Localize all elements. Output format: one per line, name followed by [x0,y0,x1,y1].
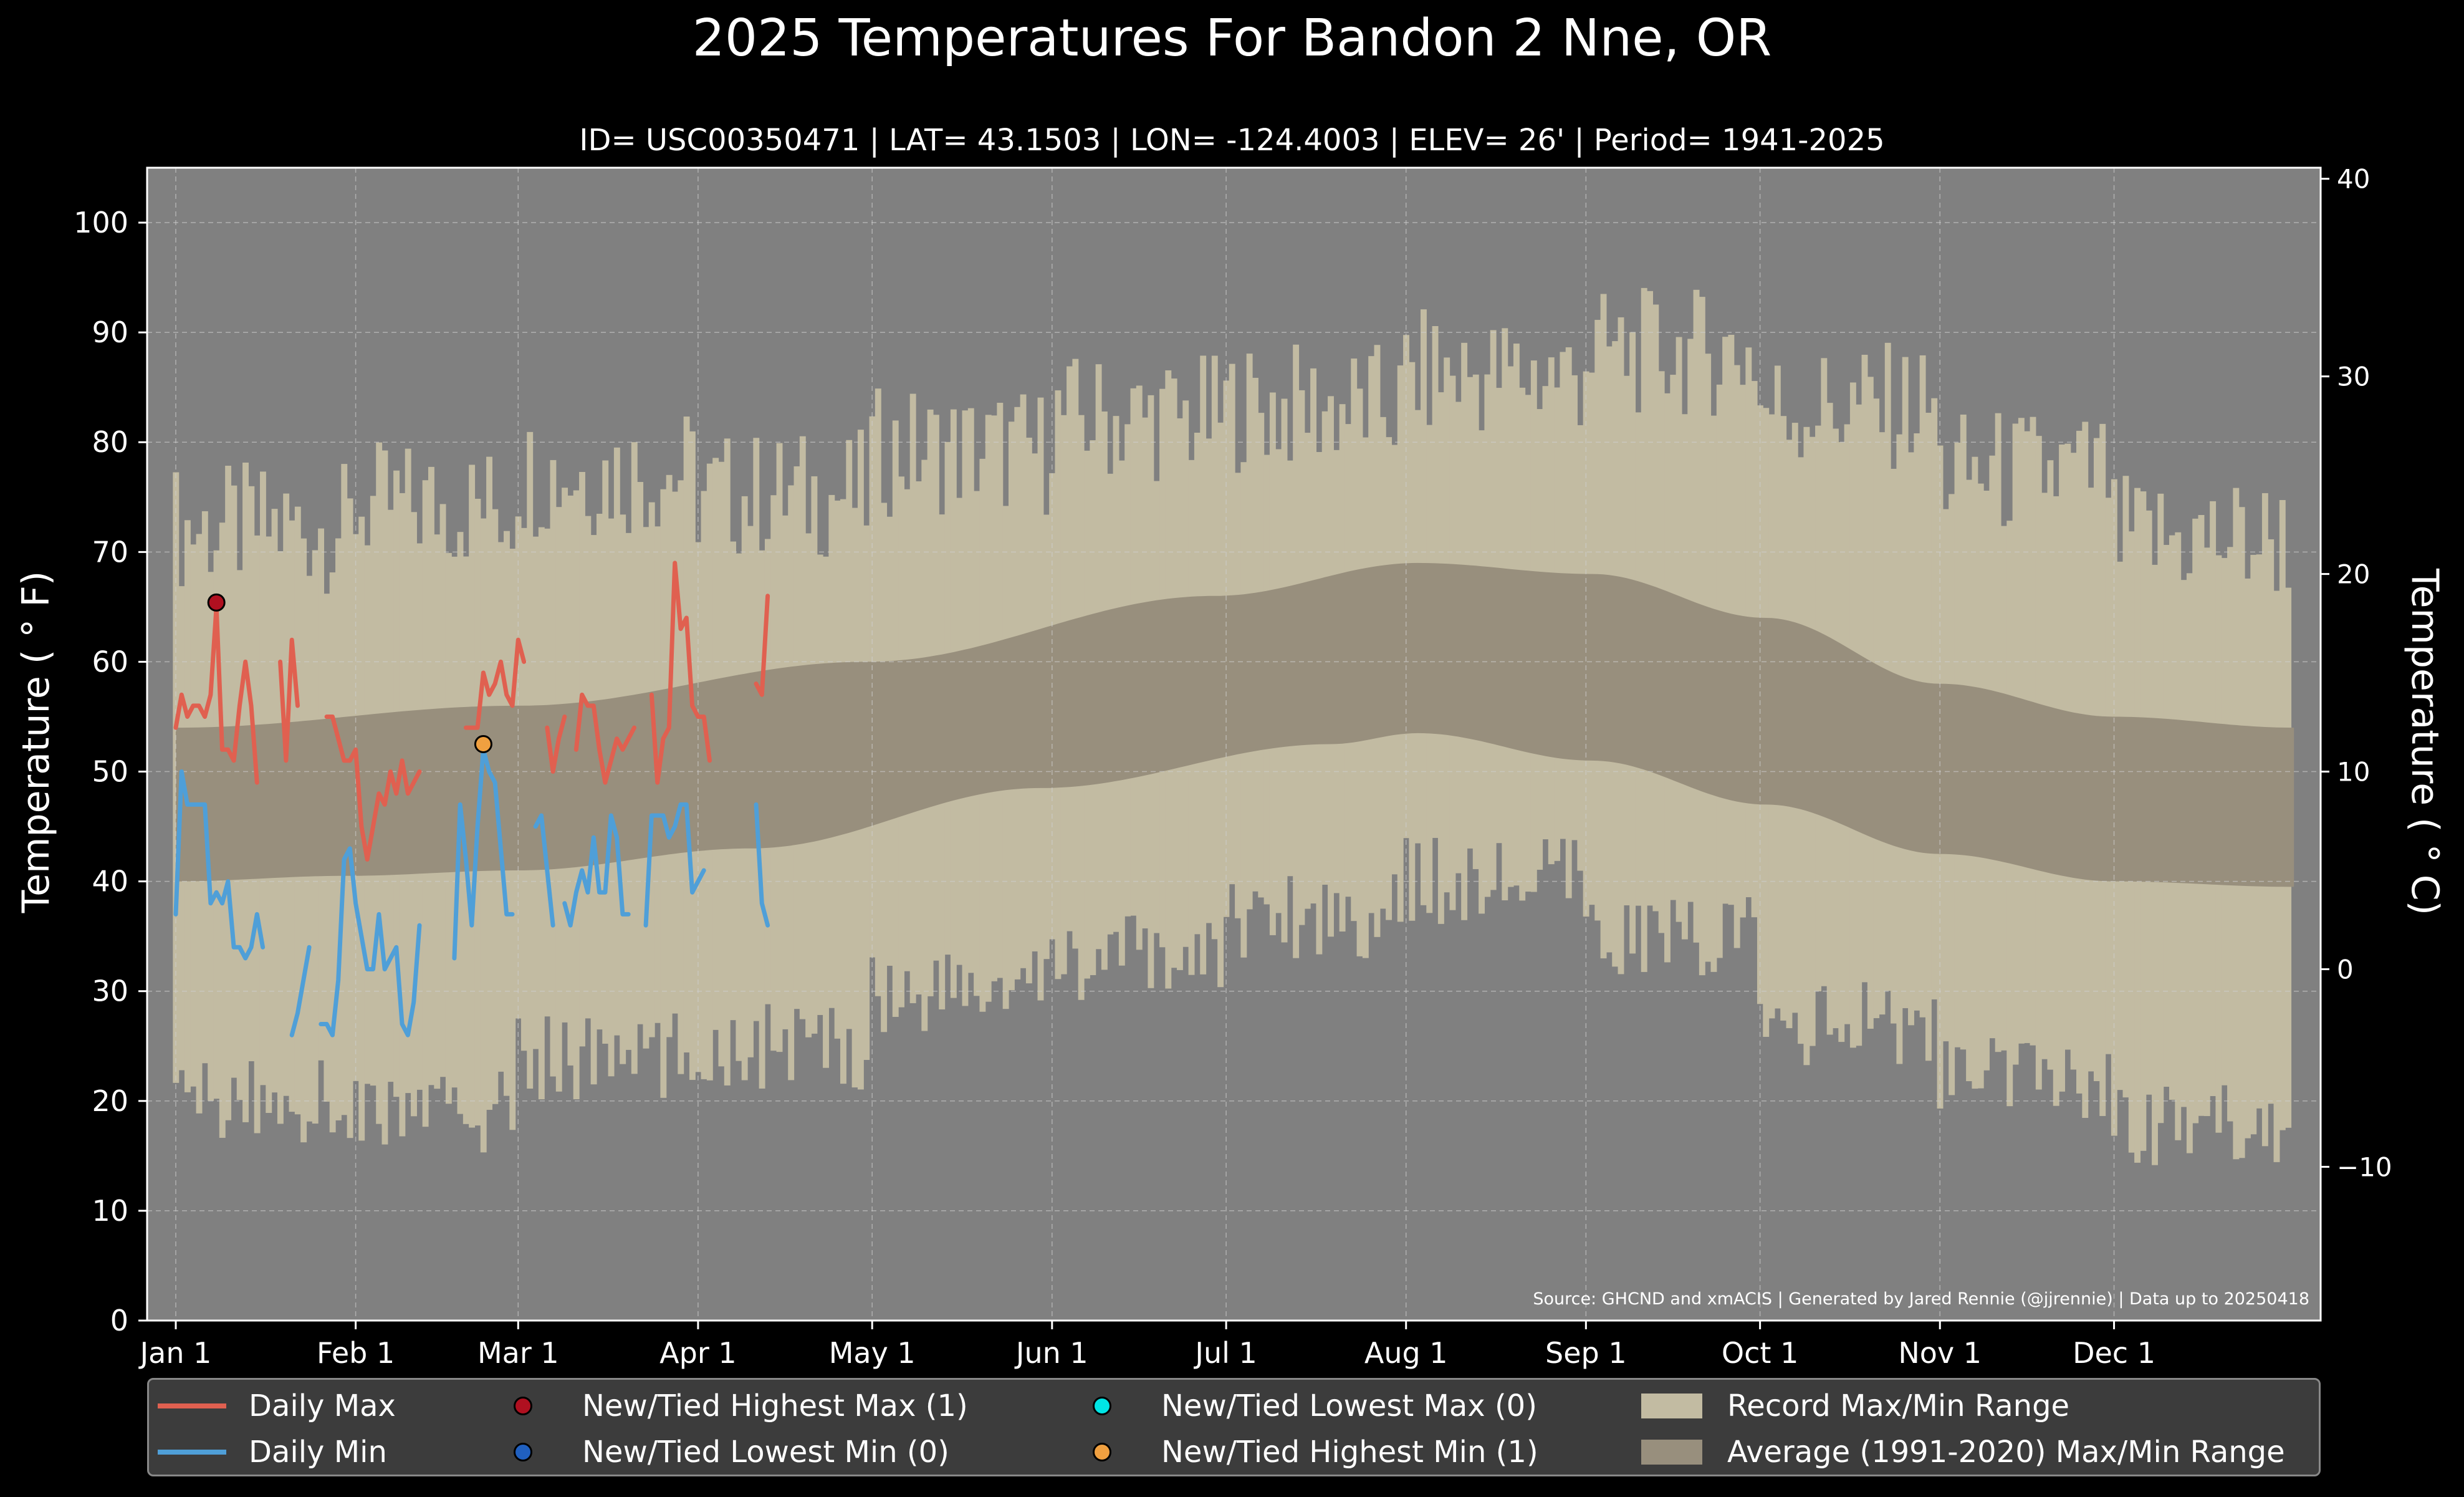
y-tick-label: 30 [92,975,128,1008]
y2-axis-ticks: −10 0 10 20 30 40 [2321,164,2392,1182]
legend-label: Record Max/Min Range [1727,1389,2070,1423]
y-tick-label: 100 [74,206,128,239]
legend-label: New/Tied Highest Min (1) [1161,1435,1538,1470]
x-tick-label: Apr 1 [659,1336,736,1370]
legend-label: New/Tied Lowest Min (0) [582,1435,949,1470]
chart-title: 2025 Temperatures For Bandon 2 Nne, OR [692,9,1772,68]
y2-tick-label: 10 [2337,757,2370,787]
series-line-daily-min [562,813,631,928]
daily-series [173,561,770,1037]
x-tick-label: Feb 1 [317,1336,395,1370]
chart-subtitle: ID= USC00350471 | LAT= 43.1503 | LON= -1… [579,123,1885,158]
x-tick-label: Oct 1 [1722,1336,1798,1370]
highest-min-dot-icon [1093,1443,1111,1461]
x-axis-ticks: Jan 1 Feb 1 Mar 1 Apr 1 May 1 Jun 1 Jul 1 Aug 1… [138,1321,2155,1370]
y-tick-label: 70 [92,535,128,569]
y-tick-label: 50 [92,755,128,789]
plot-frame [146,166,2322,1322]
legend-item-record-range: Record Max/Min Range [1641,1389,2069,1423]
legend-item-daily-min: Daily Min [158,1435,387,1470]
record-marker-point [474,735,492,753]
series-line-daily-min [319,846,422,1037]
y-tick-label: 80 [92,425,128,459]
x-tick-label: Jul 1 [1193,1336,1257,1370]
series-line-daily-max [545,715,567,774]
legend-item-highest-max: New/Tied Highest Max (1) [514,1389,968,1423]
y-tick-label: 60 [92,645,128,678]
legend-label: Average (1991-2020) Max/Min Range [1727,1435,2285,1470]
series-line-daily-max [278,637,300,763]
y2-tick-label: 20 [2337,559,2370,590]
x-tick-label: Nov 1 [1898,1336,1982,1370]
series-line-daily-max [464,637,527,730]
series-line-daily-min [643,802,706,928]
source-note: Source: GHCND and xmACIS | Generated by … [1533,1289,2309,1309]
series-line-daily-min [533,813,555,928]
y-axis-ticks: 0 10 20 30 40 50 60 70 80 90 100 [74,206,147,1337]
legend-label: New/Tied Lowest Max (0) [1161,1389,1537,1423]
legend-label: Daily Max [249,1389,396,1423]
record-range-bar [1884,342,1891,991]
y-tick-label: 10 [92,1194,128,1228]
series-line-daily-max [754,594,770,697]
series-line-daily-min [754,802,770,928]
legend-item-average-range: Average (1991-2020) Max/Min Range [1641,1435,2285,1470]
x-tick-label: Dec 1 [2073,1336,2155,1370]
x-tick-label: Jun 1 [1014,1336,1088,1370]
daily-min-swatch [158,1450,226,1455]
legend-item-lowest-min: New/Tied Lowest Min (0) [514,1435,949,1470]
legend-item-highest-min: New/Tied Highest Min (1) [1093,1435,1538,1470]
legend-item-lowest-max: New/Tied Lowest Max (0) [1093,1389,1537,1423]
y-tick-label: 40 [92,865,128,898]
x-tick-label: Jan 1 [138,1336,212,1370]
highest-max-dot-icon [514,1397,532,1415]
legend-label: Daily Min [249,1435,387,1470]
y-tick-label: 20 [92,1084,128,1118]
x-tick-label: Aug 1 [1364,1336,1448,1370]
y2-tick-label: 40 [2337,164,2370,195]
x-tick-label: May 1 [829,1336,916,1370]
x-tick-label: Sep 1 [1545,1336,1627,1370]
legend-item-daily-max: Daily Max [158,1389,396,1423]
daily-max-swatch [158,1403,226,1408]
legend: Daily Max Daily Min New/Tied Highest Max… [147,1378,2321,1476]
y-tick-label: 90 [92,315,128,349]
record-markers [207,593,492,753]
y2-tick-label: 30 [2337,362,2370,392]
y-tick-label: 0 [110,1304,128,1337]
lowest-min-dot-icon [514,1443,532,1461]
lowest-max-dot-icon [1093,1397,1111,1415]
y2-tick-label: −10 [2337,1152,2392,1182]
record-marker-point [207,593,226,612]
series-line-daily-max [573,692,636,785]
average-range-area [176,562,2294,887]
record-range-swatch [1641,1394,1702,1418]
average-range-band [176,562,2294,887]
series-line-daily-max [649,561,712,785]
series-line-daily-max [324,715,422,862]
series-line-daily-min [173,769,266,961]
legend-label: New/Tied Highest Max (1) [582,1389,968,1423]
x-tick-label: Mar 1 [477,1336,559,1370]
y2-tick-label: 0 [2337,954,2354,984]
series-line-daily-min [289,945,312,1037]
average-range-swatch [1641,1440,1702,1465]
